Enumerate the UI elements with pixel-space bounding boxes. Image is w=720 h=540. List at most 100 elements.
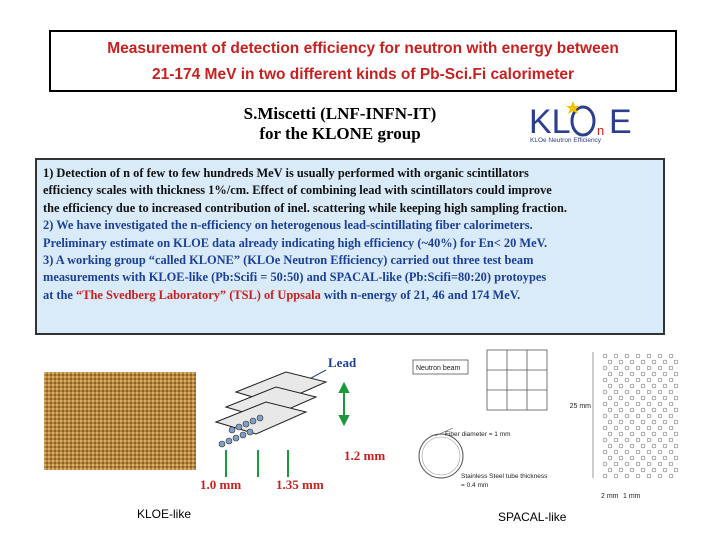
fiber-hole: [635, 401, 641, 407]
fiber-pointer: [434, 427, 454, 437]
fiber-hole: [668, 413, 674, 419]
fiber-hole: [646, 365, 652, 371]
fiber-hole: [624, 413, 630, 419]
fiber-hole: [651, 383, 657, 389]
label-fiber-diameter: Fiber diameter = 1 mm: [445, 431, 511, 438]
fiber-hole: [668, 353, 674, 359]
fiber-hole: [651, 395, 657, 401]
fiber-hole: [668, 401, 674, 407]
tube-inner: [421, 436, 461, 476]
fiber-hole: [640, 455, 646, 461]
fiber-hole: [673, 359, 679, 365]
fiber-hole: [602, 413, 608, 419]
fiber-hole: [624, 437, 630, 443]
author-group: for the KLONE group: [259, 124, 421, 143]
fiber-hole: [651, 455, 657, 461]
fiber-hole: [618, 359, 624, 365]
info-p3-pre: at the: [43, 287, 77, 302]
fiber-hole: [646, 413, 652, 419]
logo-mark-e: E: [609, 103, 632, 141]
label-tube-1: Stainless Steel tube thickness: [461, 473, 548, 480]
fiber-hole: [629, 359, 635, 365]
fiber-hole: [673, 419, 679, 425]
fiber-hole: [618, 407, 624, 413]
fiber-hole: [657, 377, 663, 383]
fiber-hole: [673, 371, 679, 377]
fiber-hole: [613, 437, 619, 443]
fiber-hole: [602, 425, 608, 431]
logo-mark-n: n: [597, 123, 604, 138]
fiber-hole: [602, 437, 608, 443]
fiber-hole: [646, 449, 652, 455]
label-1-35mm: 1.35 mm: [276, 477, 324, 492]
fiber-hole: [635, 473, 641, 479]
fiber-hole: [635, 389, 641, 395]
fiber-hole: [668, 449, 674, 455]
fiber-hole: [651, 419, 657, 425]
fiber-hole: [607, 431, 613, 437]
fiber-hole: [668, 425, 674, 431]
label-2mm: 2 mm: [601, 493, 619, 500]
fiber-hole: [602, 365, 608, 371]
fiber-hole: [662, 371, 668, 377]
fiber-hole: [640, 359, 646, 365]
fiber-hole: [624, 353, 630, 359]
fiber-hole: [668, 473, 674, 479]
title-line-2: 21-174 MeV in two different kinds of Pb-…: [151, 66, 575, 83]
fiber-hole: [613, 365, 619, 371]
label-tube-2: = 0.4 mm: [461, 482, 488, 489]
author-name: S.Miscetti (LNF-INFN-IT): [243, 104, 437, 123]
fiber-hole: [629, 395, 635, 401]
fiber-hole: [646, 437, 652, 443]
info-p1-line2: efficiency scales with thickness 1%/cm. …: [43, 183, 552, 198]
fiber-hole: [662, 407, 668, 413]
fiber-hole: [640, 383, 646, 389]
logo-o-ring: [570, 105, 596, 137]
fiber-hole: [657, 353, 663, 359]
fiber-hole: [613, 473, 619, 479]
fiber-hole: [607, 407, 613, 413]
fiber-hole: [629, 455, 635, 461]
fiber-hole: [629, 467, 635, 473]
fiber-hole: [657, 413, 663, 419]
fiber-hole: [618, 383, 624, 389]
fiber-hole: [662, 467, 668, 473]
fiber-hole: [602, 461, 608, 467]
spacal-diagram: Neutron beam Fiber diameter = 1 mm Stain…: [412, 349, 679, 500]
fiber-rows: [218, 414, 264, 448]
fiber-hole: [646, 461, 652, 467]
fiber-hole: [624, 425, 630, 431]
fiber-hole: [662, 443, 668, 449]
label-25mm: 25 mm: [570, 403, 592, 410]
label-lead: Lead: [328, 355, 357, 370]
fiber-hole: [640, 467, 646, 473]
fiber-hole: [668, 437, 674, 443]
fiber-hole: [657, 449, 663, 455]
info-p1-line3: the efficiency due to increased contribu…: [43, 200, 567, 215]
fiber-hole: [640, 431, 646, 437]
fiber-hole: [607, 467, 613, 473]
fiber-hole: [651, 431, 657, 437]
fiber-hole: [602, 353, 608, 359]
fiber-hole: [629, 431, 635, 437]
fiber-hole: [613, 461, 619, 467]
fiber-hole: [613, 377, 619, 383]
fiber-hole: [662, 359, 668, 365]
fiber-hole: [646, 353, 652, 359]
fiber-hole: [635, 449, 641, 455]
fiber-hole: [646, 425, 652, 431]
fiber-hole: [624, 461, 630, 467]
fiber-matrix: [602, 353, 679, 479]
fiber-hole: [624, 365, 630, 371]
fiber-hole: [629, 371, 635, 377]
fiber-hole: [635, 353, 641, 359]
fiber-hole: [657, 365, 663, 371]
fiber-hole: [646, 473, 652, 479]
fiber-hole: [613, 353, 619, 359]
fiber-texture: [44, 372, 196, 470]
fiber-hole: [662, 431, 668, 437]
fiber-hole: [657, 461, 663, 467]
fiber-hole: [629, 383, 635, 389]
fiber-hole: [618, 371, 624, 377]
caption-kloe: KLOE-like: [137, 507, 192, 521]
